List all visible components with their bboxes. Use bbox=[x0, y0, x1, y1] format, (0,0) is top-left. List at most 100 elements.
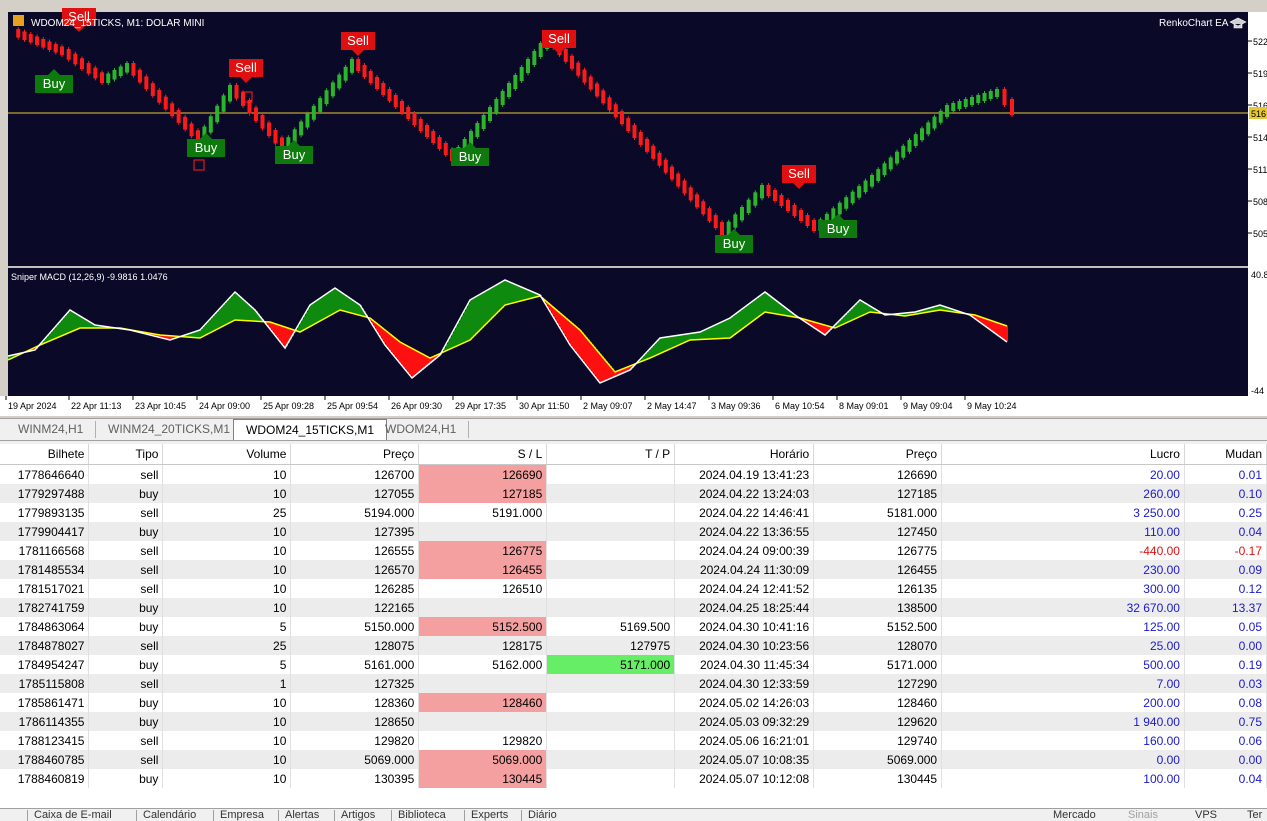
renko-brick bbox=[614, 104, 618, 117]
renko-brick bbox=[658, 153, 662, 166]
column-header-time[interactable]: Horário bbox=[675, 444, 814, 465]
toolbox-tab-4[interactable]: Artigos bbox=[341, 809, 375, 821]
cell-profit: 3 250.00 bbox=[942, 503, 1185, 522]
cell-time: 2024.05.02 14:26:03 bbox=[675, 693, 814, 712]
toolbox-tab-2[interactable]: Empresa bbox=[220, 809, 264, 821]
column-header-tp[interactable]: T / P bbox=[547, 444, 675, 465]
cell-volume: 25 bbox=[163, 636, 291, 655]
tab-winm24-20ticks-m1[interactable]: WINM24_20TICKS,M1 bbox=[96, 421, 243, 438]
renko-brick bbox=[520, 67, 524, 81]
cell-price: 129820 bbox=[291, 731, 419, 750]
renko-brick bbox=[920, 128, 924, 140]
cell-price: 128650 bbox=[291, 712, 419, 731]
toolbox-tab-3[interactable]: Alertas bbox=[285, 809, 319, 821]
renko-brick bbox=[526, 59, 530, 73]
tab-winm24-h1[interactable]: WINM24,H1 bbox=[6, 421, 96, 438]
tab-wdom24-15ticks-m1[interactable]: WDOM24_15TICKS,M1 bbox=[233, 419, 387, 440]
cell-sl: 127185 bbox=[419, 484, 547, 503]
cell-sl bbox=[419, 674, 547, 693]
cell-tp bbox=[547, 484, 675, 503]
renko-brick bbox=[93, 68, 97, 79]
cell-close-price: 127290 bbox=[814, 674, 942, 693]
renko-brick bbox=[964, 99, 968, 107]
cell-type: sell bbox=[89, 465, 163, 485]
cell-tp bbox=[547, 598, 675, 617]
renko-brick bbox=[131, 63, 135, 76]
cell-type: sell bbox=[89, 541, 163, 560]
column-header-ticket[interactable]: Bilhete bbox=[0, 444, 89, 465]
cell-time: 2024.05.03 09:32:29 bbox=[675, 712, 814, 731]
cell-change: -0.17 bbox=[1184, 541, 1266, 560]
renko-brick bbox=[1003, 89, 1007, 105]
toolbox-tab-7[interactable]: Diário bbox=[528, 809, 557, 821]
column-header-price[interactable]: Preço bbox=[291, 444, 419, 465]
renko-brick bbox=[570, 56, 574, 69]
cell-change: 0.75 bbox=[1184, 712, 1266, 731]
cell-ticket: 1784863064 bbox=[0, 617, 89, 636]
status-mercado[interactable]: Mercado bbox=[1053, 809, 1096, 821]
toolbox-tab-6[interactable]: Experts bbox=[471, 809, 508, 821]
time-scale[interactable] bbox=[0, 396, 1267, 416]
toolbox-tab-0[interactable]: Caixa de E-mail bbox=[34, 809, 112, 821]
status-sinais[interactable]: Sinais bbox=[1128, 809, 1158, 821]
status-vps[interactable]: VPS bbox=[1195, 809, 1217, 821]
column-header-close-price[interactable]: Preço bbox=[814, 444, 942, 465]
cell-close-price: 129620 bbox=[814, 712, 942, 731]
column-header-volume[interactable]: Volume bbox=[163, 444, 291, 465]
renko-brick bbox=[733, 214, 737, 227]
cell-tp bbox=[547, 674, 675, 693]
cell-change: 0.00 bbox=[1184, 636, 1266, 655]
cell-sl bbox=[419, 598, 547, 617]
toolbox-tab-5[interactable]: Biblioteca bbox=[398, 809, 446, 821]
toolbox-tab-1[interactable]: Calendário bbox=[143, 809, 196, 821]
cell-profit: 160.00 bbox=[942, 731, 1185, 750]
column-header-profit[interactable]: Lucro bbox=[942, 444, 1185, 465]
renko-brick bbox=[689, 187, 693, 200]
cell-close-price: 126775 bbox=[814, 541, 942, 560]
cell-sl: 5152.500 bbox=[419, 617, 547, 636]
tab-wdom24-h1[interactable]: WDOM24,H1 bbox=[373, 421, 469, 438]
cell-time: 2024.05.06 16:21:01 bbox=[675, 731, 814, 750]
column-header-change[interactable]: Mudan bbox=[1184, 444, 1266, 465]
time-tick-label: 26 Apr 09:30 bbox=[391, 401, 442, 411]
cell-change: 0.06 bbox=[1184, 731, 1266, 750]
time-tick-label: 29 Apr 17:35 bbox=[455, 401, 506, 411]
cell-tp: 127975 bbox=[547, 636, 675, 655]
renko-brick bbox=[356, 59, 360, 71]
cell-price: 128360 bbox=[291, 693, 419, 712]
renko-brick bbox=[151, 83, 155, 96]
cell-change: 0.05 bbox=[1184, 617, 1266, 636]
column-header-sl[interactable]: S / L bbox=[419, 444, 547, 465]
renko-brick bbox=[375, 77, 379, 89]
cell-close-price: 5181.000 bbox=[814, 503, 942, 522]
renko-brick bbox=[29, 34, 33, 43]
cell-change: 0.19 bbox=[1184, 655, 1266, 674]
column-header-type[interactable]: Tipo bbox=[89, 444, 163, 465]
renko-brick bbox=[482, 115, 486, 129]
renko-brick bbox=[633, 125, 637, 138]
renko-brick bbox=[908, 140, 912, 152]
status-ter[interactable]: Ter bbox=[1247, 809, 1262, 821]
renko-brick bbox=[601, 90, 605, 103]
renko-brick bbox=[406, 107, 410, 119]
renko-brick bbox=[532, 51, 536, 65]
